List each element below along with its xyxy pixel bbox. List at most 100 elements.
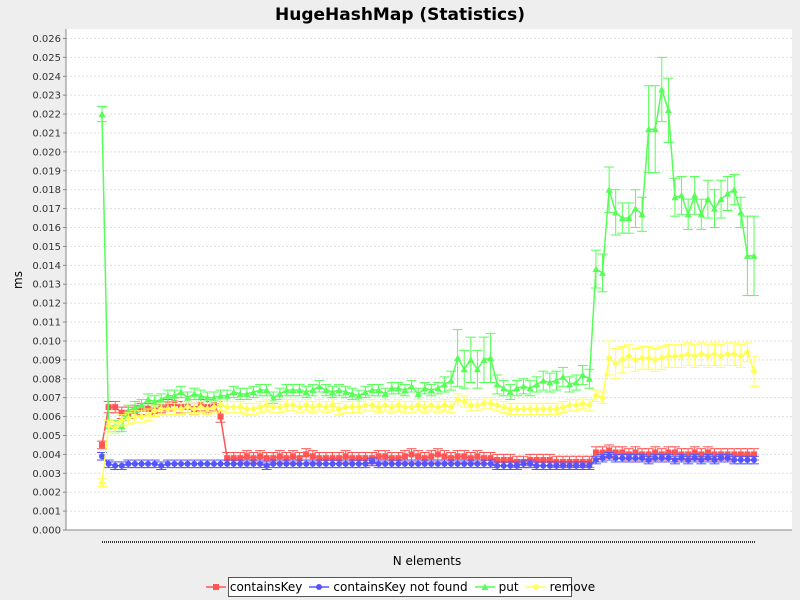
x-tick-mark: [518, 541, 519, 543]
data-point: [625, 352, 633, 360]
data-point: [427, 401, 435, 409]
data-point: [230, 455, 237, 462]
x-tick-mark: [148, 541, 149, 543]
data-point: [599, 455, 606, 462]
x-tick-mark: [412, 541, 413, 543]
x-tick-mark: [200, 541, 201, 543]
x-tick-mark: [472, 541, 473, 543]
y-tick-label: 0.001: [32, 507, 61, 518]
data-point: [546, 457, 553, 464]
x-tick-mark: [280, 541, 281, 543]
x-tick-mark: [388, 541, 389, 543]
data-point: [118, 416, 126, 424]
data-point: [618, 356, 626, 364]
data-point: [560, 462, 567, 469]
data-point: [454, 453, 461, 460]
x-tick-mark: [624, 541, 625, 543]
data-point: [527, 460, 534, 467]
x-tick-mark: [164, 541, 165, 543]
data-point: [585, 401, 593, 409]
x-tick-mark: [278, 541, 279, 543]
data-point: [539, 377, 547, 384]
data-point: [434, 403, 442, 411]
data-point: [599, 394, 607, 402]
data-point: [440, 401, 448, 409]
data-point: [243, 460, 250, 467]
data-point: [414, 401, 422, 409]
data-point: [573, 462, 580, 469]
data-point: [170, 405, 178, 413]
data-point: [606, 453, 613, 460]
data-point: [612, 449, 619, 456]
data-point: [718, 455, 725, 462]
x-tick-mark: [210, 541, 211, 543]
data-point: [349, 455, 356, 462]
data-point: [355, 392, 363, 399]
data-point: [138, 460, 145, 467]
data-point: [467, 455, 474, 462]
x-tick-mark: [384, 541, 385, 543]
x-tick-mark: [192, 541, 193, 543]
x-tick-mark: [162, 541, 163, 543]
data-point: [197, 460, 204, 467]
x-tick-mark: [476, 541, 477, 543]
data-point: [592, 449, 599, 456]
data-point: [269, 394, 277, 401]
x-tick-mark: [732, 541, 733, 543]
data-point: [131, 403, 139, 411]
data-point: [645, 457, 652, 464]
data-point: [170, 392, 178, 399]
x-tick-mark: [336, 541, 337, 543]
x-tick-mark: [622, 541, 623, 543]
y-tick-label: 0.022: [32, 110, 61, 121]
data-point: [493, 401, 501, 409]
data-point: [303, 451, 310, 458]
data-point: [164, 460, 171, 467]
data-point: [652, 455, 659, 462]
x-tick-mark: [102, 541, 103, 543]
x-tick-mark: [294, 541, 295, 543]
data-point: [704, 195, 712, 203]
x-tick-mark: [712, 541, 713, 543]
data-point: [124, 414, 132, 422]
x-tick-mark: [710, 541, 711, 543]
y-tick-label: 0.014: [32, 261, 61, 272]
data-point: [243, 405, 251, 413]
data-point: [270, 455, 277, 462]
x-tick-mark: [562, 541, 563, 543]
data-point: [434, 451, 441, 458]
data-point: [250, 460, 257, 467]
data-point: [421, 403, 429, 411]
data-point: [388, 403, 396, 411]
x-tick-mark: [524, 541, 525, 543]
data-point: [520, 460, 527, 467]
data-point: [289, 401, 297, 409]
x-tick-mark: [130, 541, 131, 543]
x-tick-mark: [724, 541, 725, 543]
data-point: [724, 455, 731, 462]
x-tick-mark: [716, 541, 717, 543]
data-point: [164, 392, 172, 399]
x-tick-mark: [390, 541, 391, 543]
x-tick-mark: [234, 541, 235, 543]
data-point: [395, 455, 402, 462]
data-point: [158, 462, 165, 469]
data-point: [98, 479, 106, 487]
data-point: [651, 356, 659, 364]
x-tick-mark: [700, 541, 701, 543]
x-tick-mark: [552, 541, 553, 543]
x-tick-mark: [266, 541, 267, 543]
data-point: [500, 403, 508, 411]
data-point: [125, 460, 132, 467]
x-tick-mark: [478, 541, 479, 543]
x-tick-mark: [244, 541, 245, 543]
data-point: [210, 394, 218, 401]
x-tick-mark: [570, 541, 571, 543]
x-tick-mark: [338, 541, 339, 543]
x-tick-mark: [606, 541, 607, 543]
x-tick-mark: [404, 541, 405, 543]
data-point: [744, 451, 751, 458]
data-point: [98, 110, 106, 118]
data-point: [408, 451, 415, 458]
data-point: [724, 350, 732, 358]
